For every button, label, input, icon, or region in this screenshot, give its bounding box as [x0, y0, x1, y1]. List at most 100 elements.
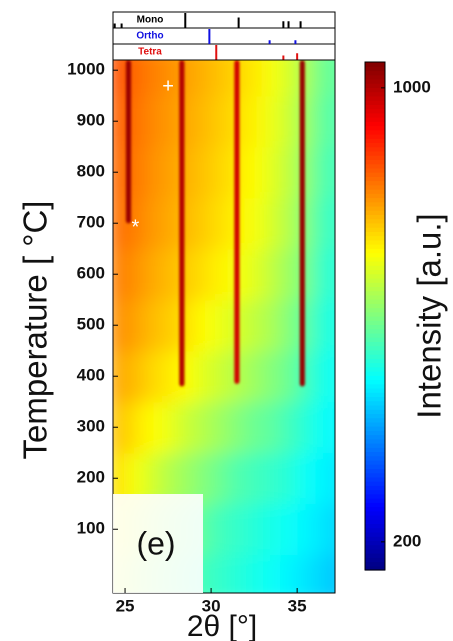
colorbar-step — [365, 197, 385, 203]
heatmap-cell — [142, 401, 160, 454]
colorbar-step — [365, 138, 385, 144]
heatmap-cell — [142, 452, 160, 505]
colorbar-step — [365, 146, 385, 152]
colorbar-step — [365, 167, 385, 173]
colorbar-frame — [364, 61, 386, 571]
heatmap-cell — [113, 248, 126, 301]
heatmap-cell — [125, 401, 143, 454]
colorbar-step — [365, 413, 385, 419]
x-tick-label: 25 — [116, 596, 135, 615]
panel-label-box — [113, 494, 203, 593]
colorbar-step — [365, 438, 385, 444]
heatmap-cell — [193, 95, 212, 148]
heatmap-cell — [113, 401, 126, 454]
colorbar-step — [365, 311, 385, 317]
heatmap-cell — [142, 146, 160, 199]
heatmap-cell — [193, 197, 212, 250]
panel-label: (e) — [136, 525, 175, 561]
y-axis-label: Temperature [ °C] — [17, 201, 54, 460]
colorbar-step — [365, 396, 385, 402]
heatmap-cell — [245, 60, 264, 97]
colorbar-step — [365, 472, 385, 478]
y-tick-label: 600 — [77, 264, 105, 283]
heatmap-cell — [125, 299, 143, 352]
heatmap-cell — [314, 350, 333, 403]
colorbar-step — [365, 150, 385, 156]
colorbar-step — [365, 400, 385, 406]
colorbar-step — [365, 121, 385, 127]
heatmap-cell — [297, 554, 315, 593]
heatmap-cell — [262, 503, 281, 556]
colorbar-step — [365, 324, 385, 330]
annotation: * — [131, 217, 139, 239]
heatmap-cell — [211, 350, 229, 403]
heatmap-cell — [262, 197, 281, 250]
colorbar-step — [365, 379, 385, 385]
colorbar-step — [365, 514, 385, 520]
reference-panel: Mono Ortho Tetra — [112, 11, 336, 61]
colorbar-step — [365, 155, 385, 160]
heatmap-cell — [159, 452, 178, 505]
heatmap-cell — [245, 554, 264, 593]
heatmap-cell — [159, 248, 178, 301]
colorbar-step — [365, 498, 385, 503]
colorbar-step — [365, 95, 385, 101]
heatmap-cell — [113, 146, 126, 199]
heatmap-cell — [262, 60, 281, 97]
heatmap-cell — [279, 95, 298, 148]
colorbar-step — [365, 282, 385, 287]
heatmap-cell — [297, 452, 315, 505]
heatmap-cell — [211, 452, 229, 505]
colorbar-step — [365, 553, 385, 558]
heatmap-cell — [314, 95, 333, 148]
heatmap-cell — [245, 401, 264, 454]
heatmap-cell — [211, 503, 229, 556]
colorbar-step — [365, 519, 385, 525]
colorbar-step — [365, 316, 385, 321]
colorbar-step — [365, 108, 385, 114]
heatmap-cell — [331, 248, 335, 301]
colorbar-tick-label: 1000 — [393, 77, 431, 96]
heatmap-cell — [245, 503, 264, 556]
heatmap-cell — [142, 299, 160, 352]
heatmap-cell — [331, 197, 335, 250]
colorbar-step — [365, 561, 385, 567]
heatmap-cell — [113, 299, 126, 352]
colorbar-step — [365, 459, 385, 465]
heatmap-cell — [211, 401, 229, 454]
colorbar-step — [365, 231, 385, 237]
reference-label: Mono — [137, 15, 164, 26]
heatmap-cell — [159, 146, 178, 199]
colorbar-step — [365, 248, 385, 254]
colorbar-step — [365, 189, 385, 194]
colorbar-step — [365, 332, 385, 338]
y-tick-label: 700 — [77, 213, 105, 232]
colorbar-step — [365, 193, 385, 199]
heatmap-cell — [331, 350, 335, 403]
heatmap-cell — [142, 60, 160, 97]
colorbar-step — [365, 244, 385, 249]
colorbar-step — [365, 506, 385, 512]
colorbar-step — [365, 104, 385, 110]
colorbar-step — [365, 531, 385, 537]
colorbar-step — [365, 273, 385, 279]
heatmap-cell — [245, 95, 264, 148]
peak-lines — [125, 60, 305, 387]
colorbar-step — [365, 180, 385, 186]
colorbar-step — [365, 210, 385, 215]
heatmap-cell — [279, 401, 298, 454]
colorbar-step — [365, 133, 385, 139]
colorbar-step — [365, 409, 385, 414]
heatmap-cell — [279, 248, 298, 301]
heatmap-cell — [193, 146, 212, 199]
heatmap-cell — [211, 146, 229, 199]
colorbar-step — [365, 294, 385, 300]
colorbar-step — [365, 421, 385, 427]
colorbar-step — [365, 218, 385, 224]
colorbar-step — [365, 78, 385, 84]
heatmap-cell — [279, 197, 298, 250]
heatmap-cell — [297, 503, 315, 556]
colorbar-step — [365, 375, 385, 381]
colorbar-step — [365, 493, 385, 499]
colorbar-step — [365, 510, 385, 516]
